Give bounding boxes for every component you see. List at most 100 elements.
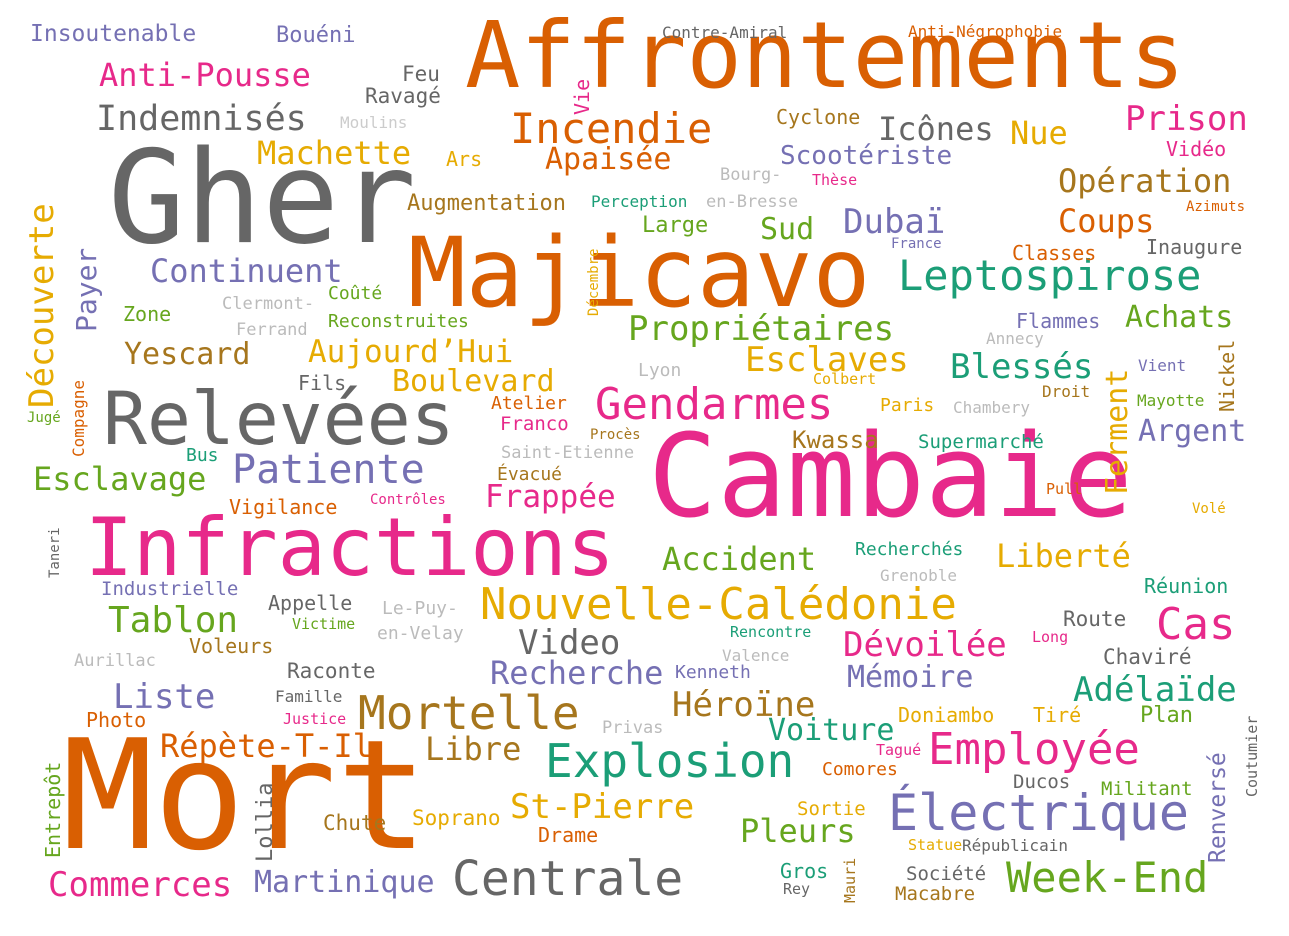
word-recherches: Recherchés [855,539,964,560]
word-yescard: Yescard [124,337,251,372]
word-victime: Victime [292,615,356,633]
word-sud: Sud [760,212,815,247]
word-route: Route [1063,607,1127,631]
word-inaugure: Inaugure [1146,235,1243,259]
word-leptospirose: Leptospirose [898,251,1202,300]
word-saint-etienne: Saint-Etienne [501,443,635,463]
word-vie: Vie [570,78,594,115]
word-rencontre: Rencontre [730,623,812,641]
word-statue: Statue [908,836,963,854]
word-proces: Procès [590,427,641,443]
word-tague: Tagué [876,741,922,759]
word-vient: Vient [1138,356,1187,375]
word-privas: Privas [602,718,664,738]
word-blesses: Blessés [950,347,1094,387]
word-cambaie: Cambaie [648,410,1133,544]
word-voiture: Voiture [768,713,895,748]
word-anti-negrophobie: Anti-Négrophobie [908,22,1063,41]
word-payer: Payer [70,247,103,332]
word-kenneth: Kenneth [675,662,751,683]
word-devoilee: Dévoilée [843,625,1007,665]
word-franco: Franco [500,413,569,435]
word-controles: Contrôles [370,492,446,508]
word-apaisee: Apaisée [545,142,672,177]
word-esclavage: Esclavage [33,460,207,498]
word-coute: Coûté [328,283,383,304]
word-coups: Coups [1058,202,1155,240]
word-azimuts: Azimuts [1186,199,1246,215]
word-france: France [891,236,942,252]
word-evacue: Évacué [497,464,563,485]
word-colbert: Colbert [813,370,877,388]
word-martinique: Martinique [254,865,435,900]
word-employee: Employée [928,724,1140,775]
word-patiente: Patiente [232,447,425,493]
word-plan: Plan [1140,703,1193,728]
word-coutumier: Coutumier [1243,715,1261,797]
word-long: Long [1032,628,1069,646]
word-anti-pousse: Anti-Pousse [99,56,311,94]
word-dubai: Dubaï [843,202,946,242]
word-doniambo: Doniambo [898,703,995,727]
word-icones: Icônes [878,110,994,148]
word-boulevard: Boulevard [392,364,555,399]
word-militant: Militant [1101,778,1193,800]
word-pull: Pull [1046,480,1083,498]
word-video-small: Vidéo [1166,137,1227,161]
word-ferrand: Ferrand [236,320,308,340]
word-lyon: Lyon [638,360,682,381]
word-cas: Cas [1156,599,1236,650]
word-liste: Liste [113,677,216,717]
word-contre-amiral: Contre-Amiral [662,23,788,42]
word-renverse: Renversé [1205,752,1231,863]
word-reconstruites: Reconstruites [328,311,469,332]
word-tire: Tiré [1033,703,1082,727]
word-macabre: Macabre [895,883,976,905]
word-societe: Société [906,863,987,885]
word-vigilance: Vigilance [229,495,338,519]
word-mort: Mort [62,707,429,884]
word-famille: Famille [275,687,343,706]
word-week-end: Week-End [1006,853,1209,902]
word-argent: Argent [1138,414,1247,449]
word-relevees: Relevées [103,377,455,462]
word-moulins: Moulins [340,113,408,132]
word-large: Large [642,213,709,238]
word-proprietaires: Propriétaires [628,309,895,349]
word-gher: Gher [108,124,417,273]
word-compagne: Compagne [69,379,88,457]
word-industrielle: Industrielle [101,578,239,600]
word-video: Video [518,623,621,663]
word-rey: Rey [783,880,811,898]
word-republicain: Républicain [962,836,1068,855]
word-incendie: Incendie [510,104,713,153]
word-appelle: Appelle [268,591,353,615]
word-memoire: Mémoire [847,660,974,695]
word-boueni: Bouéni [276,23,356,48]
word-st-pierre: St-Pierre [510,787,695,827]
word-perception: Perception [591,192,688,211]
word-clermont: Clermont- [222,294,315,314]
word-grenoble: Grenoble [880,566,958,585]
word-bus: Bus [186,445,219,466]
word-pleurs: Pleurs [740,812,856,850]
word-explosion: Explosion [545,734,795,788]
word-heroine: Héroïne [672,685,816,725]
word-indemnises: Indemnisés [96,99,307,139]
word-esclaves: Esclaves [745,340,909,380]
word-aurillac: Aurillac [74,651,156,671]
word-taneri: Taneri [47,527,63,578]
word-kwassa: Kwassa [792,426,879,454]
word-libre: Libre [425,730,522,768]
word-these: Thèse [812,171,858,189]
word-supermarche: Supermarché [918,431,1044,453]
word-soprano: Soprano [412,806,501,830]
word-mortelle: Mortelle [358,686,580,740]
word-majicavo: Majicavo [408,217,871,329]
word-tablon: Tablon [108,600,239,641]
word-drame: Drame [538,823,599,847]
word-valence: Valence [722,646,790,665]
word-ars: Ars [446,147,483,171]
word-cyclone: Cyclone [776,105,861,129]
word-achats: Achats [1125,300,1234,335]
